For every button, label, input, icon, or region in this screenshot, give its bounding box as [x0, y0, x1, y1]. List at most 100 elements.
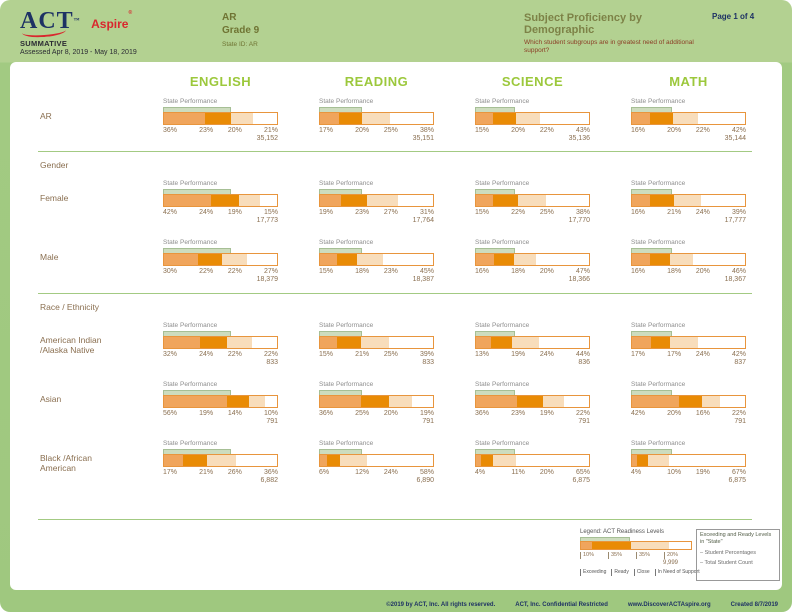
readiness-segment [367, 455, 433, 466]
segment-percentage: 16% [631, 209, 646, 216]
readiness-segment [204, 113, 231, 124]
segment-percentage: 24% [695, 351, 710, 358]
state-performance-label: State Performance [319, 239, 374, 246]
segment-percentage: 20% [355, 127, 370, 134]
state-ready-overlay-bar [631, 189, 673, 194]
segment-percentage: 13% [475, 351, 490, 358]
state-ready-overlay-bar [631, 107, 673, 112]
readiness-segment [515, 455, 589, 466]
total-student-count: 791 [266, 418, 278, 425]
segment-percentage: 67% [731, 469, 746, 476]
legend: Legend: ACT Readiness Levels 10% 35% 35%… [580, 529, 782, 581]
readiness-segment [164, 113, 205, 124]
readiness-segment [651, 337, 671, 348]
total-student-count: 837 [734, 359, 746, 366]
legend-level-labels: Exceeding Ready Close In Need of Support [580, 569, 700, 576]
state-ready-overlay-bar [475, 449, 516, 454]
readiness-segment [388, 396, 412, 407]
segment-percentage: 58% [419, 469, 434, 476]
segment-percentages: 56% 19% 14% 10% [163, 410, 278, 417]
total-student-count: 791 [422, 418, 434, 425]
readiness-segment [230, 113, 254, 124]
segment-percentage: 26% [227, 469, 242, 476]
segment-percentages: 4% 11% 20% 65% [475, 469, 590, 476]
readiness-segment [164, 195, 212, 206]
readiness-segment [632, 396, 680, 407]
legend-level-ready: Ready [611, 569, 629, 576]
total-student-count: 17,777 [724, 217, 746, 224]
segment-percentages: 15% 20% 22% 43% [475, 127, 590, 134]
segment-percentage: 21% [263, 127, 278, 134]
readiness-stacked-bar [319, 454, 434, 467]
readiness-segment [390, 113, 433, 124]
segment-percentages: 16% 18% 20% 47% [475, 268, 590, 275]
readiness-segment [632, 113, 651, 124]
total-student-count: 17,770 [568, 217, 590, 224]
readiness-stacked-bar [319, 336, 434, 349]
state-performance-chart: State Performance 42% 20% 16% 22% 791 [631, 381, 746, 427]
segment-percentage: 4% [631, 469, 642, 476]
segment-percentage: 24% [539, 351, 554, 358]
state-performance-chart: State Performance 17% 21% 26% 36% 6,882 [163, 440, 278, 486]
segment-percentage: 21% [199, 469, 214, 476]
readiness-segment [222, 254, 247, 265]
segment-percentages: 17% 17% 24% 42% [631, 351, 746, 358]
segment-percentage: 14% [227, 410, 242, 417]
state-ready-overlay-bar [319, 107, 362, 112]
state-ready-overlay-bar [319, 390, 362, 395]
total-student-count: 6,882 [260, 477, 278, 484]
readiness-segment [650, 195, 674, 206]
state-performance-label: State Performance [163, 98, 218, 105]
readiness-segment [515, 113, 541, 124]
readiness-segment [697, 337, 745, 348]
demographic-row-label: Black /African American [40, 453, 92, 473]
state-ready-overlay-bar [319, 331, 362, 336]
created-date-text: Created 8/7/2019 [730, 602, 778, 608]
state-ready-overlay-bar [475, 107, 516, 112]
legend-key: Legend: ACT Readiness Levels 10% 35% 35%… [580, 529, 700, 581]
segment-percentages: 17% 20% 25% 38% [319, 127, 434, 134]
readiness-segment [693, 254, 745, 265]
readiness-segment [248, 396, 265, 407]
state-performance-chart: State Performance 4% 11% 20% 65% 6,875 [475, 440, 590, 486]
segment-percentage: 17% [631, 351, 646, 358]
state-performance-label: State Performance [631, 98, 686, 105]
segment-percentage: 23% [355, 209, 370, 216]
section-separator [38, 293, 752, 294]
segment-percentage: 19% [511, 351, 526, 358]
state-performance-label: State Performance [631, 322, 686, 329]
segment-percentage: 22% [575, 410, 590, 417]
readiness-segment [236, 455, 277, 466]
readiness-stacked-bar [631, 253, 746, 266]
segment-percentage: 18% [667, 268, 682, 275]
readiness-segment [636, 455, 648, 466]
readiness-segment [492, 195, 518, 206]
readiness-segment [397, 195, 433, 206]
readiness-segment [476, 337, 491, 348]
total-student-count: 18,387 [412, 276, 434, 283]
state-performance-chart: State Performance 36% 23% 20% 21% 35,152 [163, 98, 278, 144]
segment-percentage: 15% [319, 268, 334, 275]
state-performance-label: State Performance [163, 239, 218, 246]
segment-percentage: 16% [631, 127, 646, 134]
state-id-label: State ID: AR [222, 41, 258, 48]
readiness-segment [632, 455, 637, 466]
demographic-row: Asian State Performance 56% 19% 14% 10% 791 Sta… [10, 381, 782, 427]
total-student-count: 18,379 [256, 276, 278, 283]
readiness-stacked-bar [475, 336, 590, 349]
segment-percentage: 19% [227, 209, 242, 216]
readiness-stacked-bar [319, 253, 434, 266]
readiness-stacked-bar [163, 395, 278, 408]
readiness-segment [539, 337, 589, 348]
act-aspire-logo: ACT™ Aspire® SUMMATIVE Assessed Apr 8, 2… [20, 9, 137, 56]
legend-pct-in-need: 20% [664, 552, 692, 559]
demographic-row: Male State Performance 30% 22% 22% 27% 18,379 S… [10, 239, 782, 285]
legend-level-in-need: In Need of Support [654, 569, 700, 576]
label-column-spacer [40, 74, 122, 89]
segment-percentage: 16% [631, 268, 646, 275]
state-ready-overlay-bar [319, 449, 362, 454]
readiness-segment [517, 195, 547, 206]
page-title: Subject Proficiency by Demographic [524, 12, 642, 36]
readiness-segment [341, 195, 368, 206]
state-performance-label: State Performance [631, 440, 686, 447]
